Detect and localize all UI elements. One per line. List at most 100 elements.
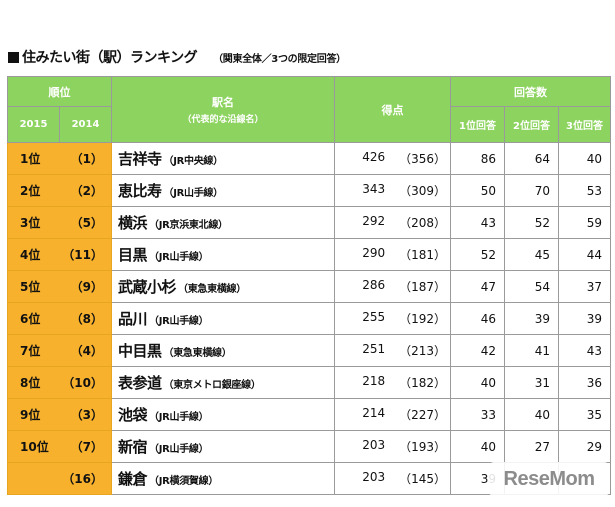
rank-2014: （10） xyxy=(62,376,103,390)
first-count: 52 xyxy=(450,238,505,271)
table-row: 9位 （3） 池袋 （JR山手線） 214 （227） 33 40 35 xyxy=(7,398,612,431)
third-count: 59 xyxy=(557,206,612,239)
station-name: 目黒 xyxy=(118,246,148,264)
rank-2014: （7） xyxy=(70,440,103,454)
station-line: （JR横須賀線） xyxy=(149,476,219,487)
header-station-sub: （代表的な沿線名） xyxy=(182,115,264,125)
table-row: 4位 （11） 目黒 （JR山手線） 290 （181） 52 45 44 xyxy=(7,238,612,271)
rank-2014: （9） xyxy=(70,280,103,294)
second-count: 31 xyxy=(504,366,559,399)
station-cell: 新宿 （JR山手線） xyxy=(111,430,335,463)
station-name: 表参道 xyxy=(118,374,162,392)
header-score: 得点 xyxy=(334,76,451,143)
score-2015: 203 xyxy=(362,470,386,484)
station-cell: 武蔵小杉 （東急東横線） xyxy=(111,270,335,303)
second-count: 52 xyxy=(504,206,559,239)
second-count: 39 xyxy=(504,302,559,335)
resemom-logo: ReseMom xyxy=(488,462,610,496)
score-2014: （181） xyxy=(399,248,446,262)
first-count: 43 xyxy=(450,206,505,239)
square-bullet-icon xyxy=(8,51,19,63)
station-cell: 吉祥寺 （JR中央線） xyxy=(111,142,335,175)
rank-cell: （16） xyxy=(7,462,112,495)
rank-cell: 6位 （8） xyxy=(7,302,112,335)
score-2014: （356） xyxy=(399,152,446,166)
rank-cell: 9位 （3） xyxy=(7,398,112,431)
station-name: 池袋 xyxy=(118,406,148,424)
score-2015: 290 xyxy=(362,246,386,260)
station-line: （JR山手線） xyxy=(149,316,209,327)
second-count: 27 xyxy=(504,430,559,463)
third-count: 35 xyxy=(557,398,612,431)
header-year-2014: 2014 xyxy=(59,106,112,143)
third-count: 53 xyxy=(557,174,612,207)
first-count: 86 xyxy=(450,142,505,175)
header-year-2015: 2015 xyxy=(7,106,60,143)
table-row: 7位 （4） 中目黒 （東急東横線） 251 （213） 42 41 43 xyxy=(7,334,612,367)
first-count: 40 xyxy=(450,430,505,463)
rank-2015: 3位 xyxy=(20,216,41,230)
header-answers: 回答数 xyxy=(449,76,612,107)
table-row: 6位 （8） 品川 （JR山手線） 255 （192） 46 39 39 xyxy=(7,302,612,335)
first-count: 46 xyxy=(450,302,505,335)
first-count: 40 xyxy=(450,366,505,399)
score-2014: （182） xyxy=(399,376,446,390)
first-count: 42 xyxy=(450,334,505,367)
score-cell: 218 （182） xyxy=(334,366,451,399)
score-2015: 286 xyxy=(362,278,386,292)
score-2014: （213） xyxy=(399,344,446,358)
score-2015: 292 xyxy=(362,214,386,228)
score-cell: 426 （356） xyxy=(334,142,451,175)
station-line: （JR山手線） xyxy=(163,188,224,199)
header-second: 2位回答 xyxy=(504,106,559,143)
rank-cell: 5位 （9） xyxy=(7,270,112,303)
second-count: 40 xyxy=(504,398,559,431)
title-note: （関東全体／3つの限定回答） xyxy=(213,53,346,65)
rank-2015: 4位 xyxy=(20,248,41,262)
third-count: 40 xyxy=(557,142,612,175)
second-count: 64 xyxy=(504,142,559,175)
rank-2014: （1） xyxy=(70,152,103,166)
rank-cell: 10位 （7） xyxy=(7,430,112,463)
second-count: 45 xyxy=(504,238,559,271)
station-cell: 池袋 （JR山手線） xyxy=(111,398,335,431)
second-count: 70 xyxy=(504,174,559,207)
score-2015: 203 xyxy=(362,438,386,452)
rank-2015: 10位 xyxy=(20,440,49,454)
station-name: 品川 xyxy=(118,310,148,328)
station-cell: 表参道 （東京メトロ銀座線） xyxy=(111,366,335,399)
rank-2015: 6位 xyxy=(20,312,41,326)
score-2015: 255 xyxy=(362,310,386,324)
rank-cell: 7位 （4） xyxy=(7,334,112,367)
score-2014: （145） xyxy=(399,472,446,486)
third-count: 36 xyxy=(557,366,612,399)
station-line: （東急東横線） xyxy=(178,284,246,295)
rank-2014: （3） xyxy=(70,408,103,422)
score-2014: （309） xyxy=(399,184,446,198)
score-2014: （187） xyxy=(399,280,446,294)
table-row: 5位 （9） 武蔵小杉 （東急東横線） 286 （187） 47 54 37 xyxy=(7,270,612,303)
station-name: 横浜 xyxy=(118,214,148,232)
score-2015: 218 xyxy=(362,374,386,388)
first-count: 47 xyxy=(450,270,505,303)
station-name: 武蔵小杉 xyxy=(118,278,177,296)
score-2014: （227） xyxy=(399,408,446,422)
score-cell: 255 （192） xyxy=(334,302,451,335)
station-name: 恵比寿 xyxy=(118,182,162,200)
header-station: 駅名 （代表的な沿線名） xyxy=(111,76,335,143)
second-count: 41 xyxy=(504,334,559,367)
rank-cell: 4位 （11） xyxy=(7,238,112,271)
rank-2015: 1位 xyxy=(20,152,41,166)
score-2015: 214 xyxy=(362,406,386,420)
station-line: （JR山手線） xyxy=(149,252,209,263)
table-row: 2位 （2） 恵比寿 （JR山手線） 343 （309） 50 70 53 xyxy=(7,174,612,207)
third-count: 29 xyxy=(557,430,612,463)
table-row: 10位 （7） 新宿 （JR山手線） 203 （193） 40 27 29 xyxy=(7,430,612,463)
rank-cell: 8位 （10） xyxy=(7,366,112,399)
third-count: 39 xyxy=(557,302,612,335)
header-station-label: 駅名 xyxy=(212,96,234,109)
rank-2015: 2位 xyxy=(20,184,41,198)
score-cell: 290 （181） xyxy=(334,238,451,271)
score-2014: （193） xyxy=(399,440,446,454)
score-2014: （208） xyxy=(399,216,446,230)
